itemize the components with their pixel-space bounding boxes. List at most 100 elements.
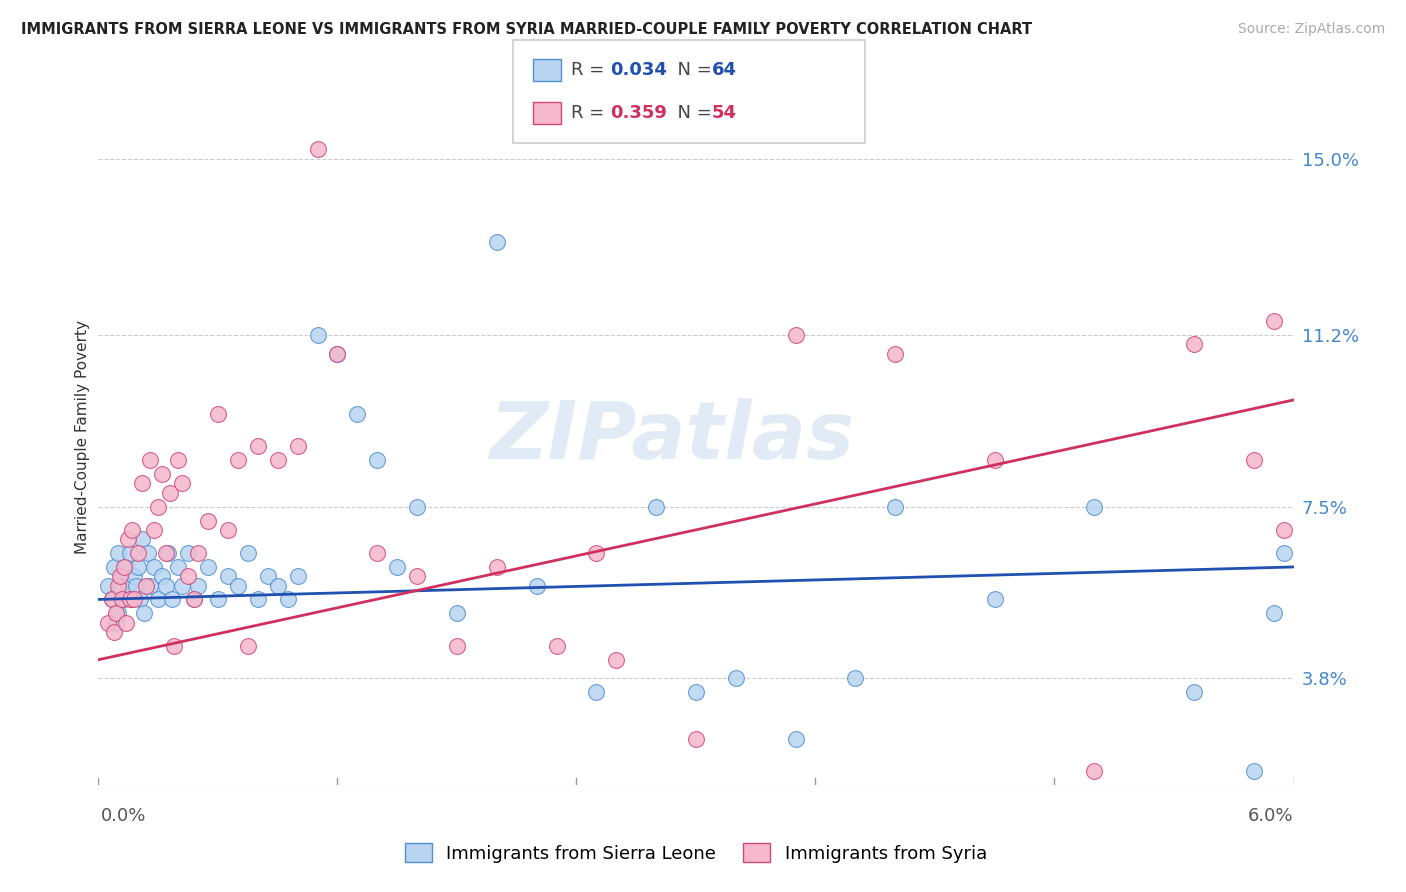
Point	[121, 592, 143, 607]
Point	[143, 560, 166, 574]
Point	[107, 578, 129, 592]
Point	[183, 592, 205, 607]
Point	[136, 546, 159, 560]
Point	[236, 546, 259, 560]
Point	[97, 578, 120, 592]
Point	[115, 560, 138, 574]
Point	[117, 578, 139, 592]
Point	[150, 467, 173, 482]
Point	[131, 476, 153, 491]
Point	[844, 671, 866, 685]
Point	[307, 328, 329, 343]
Point	[685, 685, 707, 699]
Point	[685, 731, 707, 746]
Point	[585, 546, 607, 560]
Point	[197, 560, 219, 574]
Point	[101, 592, 124, 607]
Point	[117, 532, 139, 546]
Point	[406, 569, 429, 583]
Point	[645, 500, 668, 514]
Point	[112, 592, 135, 607]
Point	[326, 346, 349, 360]
Point	[585, 685, 607, 699]
Point	[226, 453, 249, 467]
Point	[155, 546, 177, 560]
Point	[157, 546, 180, 560]
Point	[217, 523, 239, 537]
Point	[120, 592, 142, 607]
Point	[326, 346, 349, 360]
Point	[1083, 500, 1105, 514]
Point	[131, 532, 153, 546]
Point	[143, 523, 166, 537]
Point	[785, 731, 807, 746]
Point	[197, 514, 219, 528]
Point	[256, 569, 278, 583]
Point	[485, 235, 508, 250]
Point	[112, 560, 135, 574]
Point	[526, 578, 548, 592]
Text: 54: 54	[711, 104, 737, 122]
Point	[187, 578, 209, 592]
Point	[267, 453, 290, 467]
Text: 0.0%: 0.0%	[101, 807, 146, 825]
Point	[110, 569, 132, 583]
Point	[385, 560, 409, 574]
Point	[307, 143, 329, 157]
Point	[160, 592, 183, 607]
Point	[107, 607, 129, 621]
Point	[884, 346, 907, 360]
Point	[485, 560, 508, 574]
Point	[605, 653, 627, 667]
Point	[177, 546, 200, 560]
Point	[150, 569, 173, 583]
Point	[1263, 314, 1285, 328]
Point	[139, 453, 162, 467]
Point	[120, 546, 142, 560]
Point	[267, 578, 290, 592]
Legend: Immigrants from Sierra Leone, Immigrants from Syria: Immigrants from Sierra Leone, Immigrants…	[398, 836, 994, 870]
Point	[103, 560, 125, 574]
Text: 64: 64	[711, 61, 737, 78]
Point	[785, 328, 807, 343]
Point	[277, 592, 299, 607]
Text: Source: ZipAtlas.com: Source: ZipAtlas.com	[1237, 22, 1385, 37]
Text: N =: N =	[666, 104, 718, 122]
Point	[111, 569, 134, 583]
Point	[127, 546, 149, 560]
Point	[884, 500, 907, 514]
Point	[546, 639, 568, 653]
Point	[984, 592, 1007, 607]
Point	[366, 453, 388, 467]
Point	[121, 523, 143, 537]
Text: ZIPatlas: ZIPatlas	[489, 398, 855, 476]
Point	[366, 546, 388, 560]
Point	[107, 546, 129, 560]
Point	[155, 578, 177, 592]
Point	[287, 439, 309, 453]
Point	[1243, 764, 1265, 778]
Point	[246, 439, 269, 453]
Point	[124, 592, 146, 607]
Point	[984, 453, 1007, 467]
Point	[135, 578, 157, 592]
Point	[183, 592, 205, 607]
Point	[97, 615, 120, 630]
Point	[159, 485, 181, 500]
Point	[226, 578, 249, 592]
Point	[172, 578, 194, 592]
Point	[103, 624, 125, 639]
Point	[207, 592, 229, 607]
Text: R =: R =	[571, 104, 610, 122]
Point	[105, 607, 128, 621]
Point	[139, 578, 162, 592]
Point	[110, 578, 132, 592]
Point	[1182, 685, 1205, 699]
Point	[187, 546, 209, 560]
Point	[115, 615, 138, 630]
Point	[111, 592, 134, 607]
Text: 0.359: 0.359	[610, 104, 666, 122]
Point	[287, 569, 309, 583]
Point	[148, 592, 170, 607]
Point	[127, 560, 149, 574]
